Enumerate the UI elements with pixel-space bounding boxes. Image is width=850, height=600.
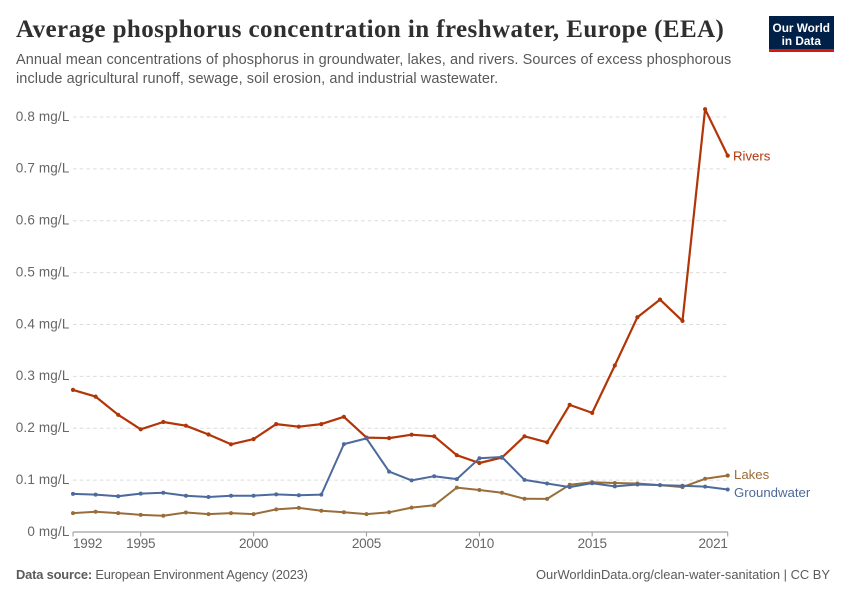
svg-text:0.3 mg/L: 0.3 mg/L (16, 368, 70, 383)
svg-text:Lakes: Lakes (734, 467, 770, 482)
svg-text:2021: 2021 (698, 536, 727, 551)
svg-text:1995: 1995 (126, 536, 155, 551)
svg-text:2015: 2015 (578, 536, 607, 551)
svg-text:Groundwater: Groundwater (734, 485, 811, 500)
svg-text:0.5 mg/L: 0.5 mg/L (16, 264, 70, 279)
svg-text:0.4 mg/L: 0.4 mg/L (16, 316, 70, 331)
svg-text:0.7 mg/L: 0.7 mg/L (16, 161, 70, 176)
svg-text:0 mg/L: 0 mg/L (27, 524, 70, 539)
svg-text:2010: 2010 (465, 536, 494, 551)
svg-text:0.2 mg/L: 0.2 mg/L (16, 420, 70, 435)
svg-text:0.1 mg/L: 0.1 mg/L (16, 472, 70, 487)
svg-text:0.8 mg/L: 0.8 mg/L (16, 109, 70, 124)
svg-text:Rivers: Rivers (733, 149, 771, 164)
svg-text:2000: 2000 (239, 536, 268, 551)
svg-text:2005: 2005 (352, 536, 381, 551)
svg-text:1992: 1992 (73, 536, 102, 551)
svg-text:0.6 mg/L: 0.6 mg/L (16, 213, 70, 228)
